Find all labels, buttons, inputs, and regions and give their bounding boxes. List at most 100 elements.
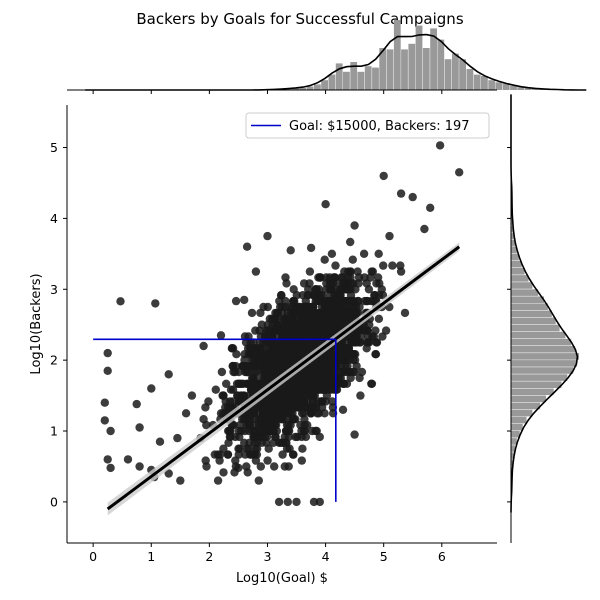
top-hist-bar: [531, 88, 539, 90]
scatter-point: [346, 267, 355, 276]
scatter-point: [379, 171, 388, 181]
right-hist-bar: [511, 282, 533, 289]
scatter-point: [264, 397, 273, 406]
scatter-point: [298, 444, 307, 453]
scatter-point: [282, 279, 291, 288]
scatter-point: [289, 285, 298, 294]
top-hist-bar: [386, 49, 394, 90]
right-hist-bar: [511, 239, 515, 247]
top-hist-bar: [321, 80, 328, 90]
legend-entry-reference: Goal: $15000, Backers: 197: [289, 119, 470, 134]
right-hist-bar: [511, 353, 579, 360]
scatter-point: [455, 168, 464, 177]
scatter-point: [231, 361, 240, 371]
right-marginal-histogram: [510, 94, 579, 513]
scatter-point: [356, 391, 365, 400]
scatter-point: [313, 409, 322, 418]
scatter-point: [307, 426, 317, 436]
scatter-point: [252, 444, 262, 453]
right-hist-bar: [511, 218, 513, 225]
scatter-point: [367, 379, 377, 388]
scatter-point: [315, 497, 324, 507]
right-hist-bar: [511, 452, 514, 459]
top-hist-bar: [379, 48, 387, 90]
scatter-point: [324, 314, 334, 323]
scatter-point: [263, 361, 273, 371]
right-hist-bar: [511, 438, 517, 445]
right-hist-bar: [511, 402, 541, 410]
y-tick-label: 4: [50, 211, 58, 226]
scatter-point: [297, 350, 306, 359]
scatter-point: [320, 255, 329, 264]
scatter-point: [242, 367, 252, 377]
scatter-point: [332, 302, 342, 312]
scatter-point: [258, 403, 267, 412]
scatter-point: [315, 432, 324, 442]
scatter-point: [155, 437, 165, 446]
scatter-point: [297, 397, 307, 406]
y-tick-label: 1: [50, 424, 58, 439]
scatter-point: [251, 344, 260, 353]
top-hist-bar: [437, 39, 445, 90]
top-hist-bar: [430, 28, 437, 90]
scatter-point: [307, 302, 317, 312]
scatter-point: [292, 497, 301, 507]
scatter-point: [249, 355, 258, 365]
scatter-point: [295, 373, 304, 383]
scatter-point: [318, 296, 328, 306]
scatter-point: [368, 267, 377, 276]
scatter-point: [273, 338, 283, 347]
scatter-point: [426, 203, 435, 212]
top-hist-bar: [415, 25, 423, 91]
top-hist-bar: [444, 59, 452, 90]
top-hist-bar: [314, 84, 321, 90]
right-hist-bar: [511, 388, 554, 396]
scatter-point: [270, 355, 279, 365]
scatter-point: [106, 426, 115, 436]
scatter-point: [297, 314, 307, 323]
scatter-point: [217, 367, 227, 377]
scatter-point: [219, 444, 228, 453]
scatter-point: [318, 373, 328, 383]
scatter-point: [372, 338, 382, 347]
scatter-point: [348, 255, 357, 264]
right-hist-bar: [511, 232, 514, 240]
scatter-point: [263, 456, 272, 465]
right-hist-bar: [511, 303, 548, 310]
scatter-point: [374, 314, 384, 323]
scatter-point: [116, 297, 125, 306]
scatter-point: [396, 267, 406, 276]
scatter-point: [132, 399, 141, 409]
scatter-point: [201, 403, 210, 412]
scatter-point: [381, 326, 391, 335]
right-hist-bar: [511, 331, 566, 339]
scatter-point: [374, 249, 383, 258]
regression-line: [106, 245, 461, 511]
right-hist-bar: [511, 246, 517, 254]
top-hist-bar: [510, 85, 517, 90]
x-axis-label: Log10(Goal) $: [236, 571, 328, 586]
top-hist-bar: [473, 74, 481, 90]
right-hist-bar: [511, 416, 527, 424]
scatter-point: [256, 462, 265, 471]
x-tick-label: 1: [147, 549, 155, 564]
scatter-point: [328, 397, 337, 406]
legend: Goal: $15000, Backers: 197: [245, 112, 490, 139]
right-hist-bar: [511, 395, 546, 403]
plot-lines: [93, 242, 461, 516]
scatter-point: [260, 350, 269, 359]
y-axis-ticks: 0 1 2 3 4 5: [50, 140, 511, 509]
top-hist-bar: [343, 71, 350, 90]
scatter-point: [246, 338, 255, 347]
scatter-point: [213, 476, 223, 485]
scatter-point: [235, 444, 244, 453]
scatter-point: [349, 279, 358, 288]
right-hist-bar: [511, 225, 513, 233]
scatter-point: [329, 279, 338, 288]
right-hist-bar: [511, 346, 576, 353]
scatter-point: [309, 291, 318, 300]
scatter-point: [103, 348, 112, 358]
scatter-point: [103, 366, 112, 375]
scatter-point: [213, 450, 223, 459]
scatter-point: [281, 296, 290, 306]
